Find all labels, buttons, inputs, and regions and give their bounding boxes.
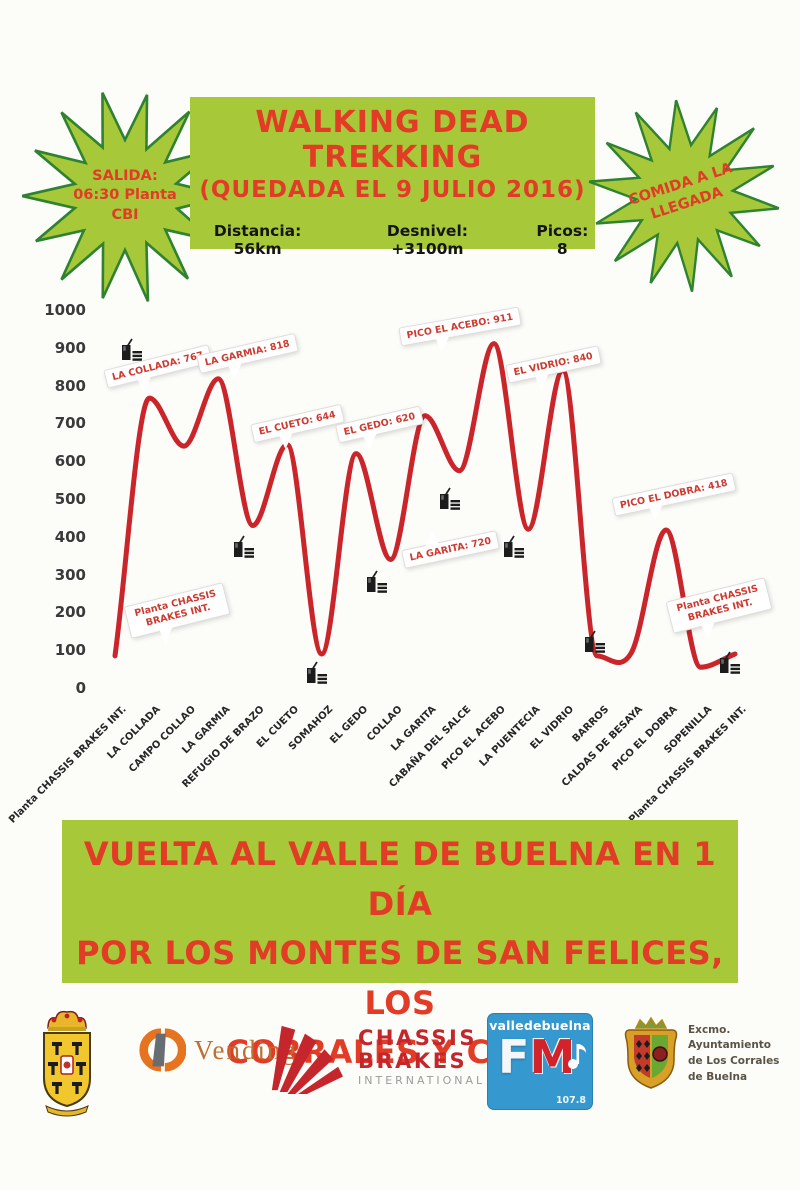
refreshment-icon [303,661,330,690]
banner-line1: VUELTA AL VALLE DE BUELNA EN 1 DÍA [83,835,717,923]
ayto-line4: de Buelna [688,1070,748,1083]
salida-text: SALIDA: 06:30 Planta CBI [22,88,228,304]
y-tick-label: 800 [54,376,86,395]
ayto-line1: Excmo. [688,1023,731,1036]
y-tick-label: 900 [54,338,86,357]
chassis-brakes-logo: CHASSIS BRAKES INTERNATIONAL [262,1020,485,1094]
elevation-chart: 1000 900 800 700 600 500 400 300 200 100 0 Planta C… [0,300,800,826]
poster-title: WALKING DEAD TREKKING [255,105,530,175]
vending-mark-icon [139,1028,186,1072]
vending-logo: Vending [136,1026,298,1074]
salida-starburst: SALIDA: 06:30 Planta CBI [22,88,228,304]
banner-line2: POR LOS MONTES DE SAN FELICES, LOS [76,934,724,1022]
refreshment-icon [500,535,527,564]
ayto-line2: Ayuntamiento [688,1039,772,1052]
comida-starburst: COMIDA A LA LLEGADA [575,86,792,305]
chassis-rays-icon [271,1025,343,1094]
refreshment-icon [436,487,463,516]
y-tick-label: 500 [54,490,86,508]
elevation-line [112,341,738,670]
starburst-shape [22,92,228,302]
ayuntamiento-logo: Excmo. Ayuntamiento de Los Corrales de B… [622,1014,779,1094]
stat-desnivel: Desnivel: +3100m [386,222,468,258]
title-banner: WALKING DEAD TREKKING (QUEDADA EL 9 JULI… [190,97,595,258]
fm-station-name: valledebuelna [489,1018,591,1033]
ayto-shield-icon [624,1016,678,1089]
chassis-line2: BRAKES [358,1048,468,1073]
valledebuelna-fm-logo: valledebuelna FM 107.8 [487,1013,593,1110]
y-tick-label: 100 [54,641,86,660]
y-tick-label: 600 [54,452,86,471]
route-banner: VUELTA AL VALLE DE BUELNA EN 1 DÍA POR L… [62,820,738,1071]
chassis-line3: INTERNATIONAL [358,1073,486,1087]
music-note-icon [568,1044,586,1069]
salida-line3: CBI [111,206,139,223]
salida-line1: SALIDA: [92,167,158,184]
y-tick-label: 0 [75,679,86,697]
fm-badge: valledebuelna FM 107.8 [487,1013,593,1110]
refreshment-icon [716,651,743,680]
refreshment-icon [118,338,145,367]
ayto-caption: Excmo. Ayuntamiento de Los Corrales de B… [688,1023,779,1086]
fm-frequency: 107.8 [555,1095,586,1106]
fm-letters: FM [498,1034,575,1080]
y-tick-label: 200 [54,603,86,622]
refreshment-icon [581,630,608,659]
chassis-wordmark: CHASSIS BRAKES INTERNATIONAL [358,1027,485,1086]
fm-letter-m: M [529,1030,576,1084]
ayto-line3: de Los Corrales [688,1055,780,1067]
shield-icon [43,1010,91,1117]
stats-line: Distancia: 56km Desnivel: +3100m Picos: … [190,222,595,258]
starburst-shape [588,99,780,292]
salida-line2: 06:30 Planta [73,187,177,204]
chassis-line1: CHASSIS [358,1026,477,1051]
stat-picos: Picos: 8 [536,222,589,258]
y-tick-label: 300 [54,565,86,584]
stat-distancia: Distancia: 56km [213,222,302,258]
poster-subtitle: (QUEDADA EL 9 JULIO 2016) [199,177,586,203]
refreshment-icon [230,535,257,564]
y-tick-label: 700 [54,414,86,433]
y-tick-label: 400 [54,527,86,546]
refreshment-icon [363,570,390,599]
corrales-shield-logo [34,1008,100,1122]
fm-letter-f: F [498,1030,530,1084]
y-tick-label: 1000 [44,301,86,319]
